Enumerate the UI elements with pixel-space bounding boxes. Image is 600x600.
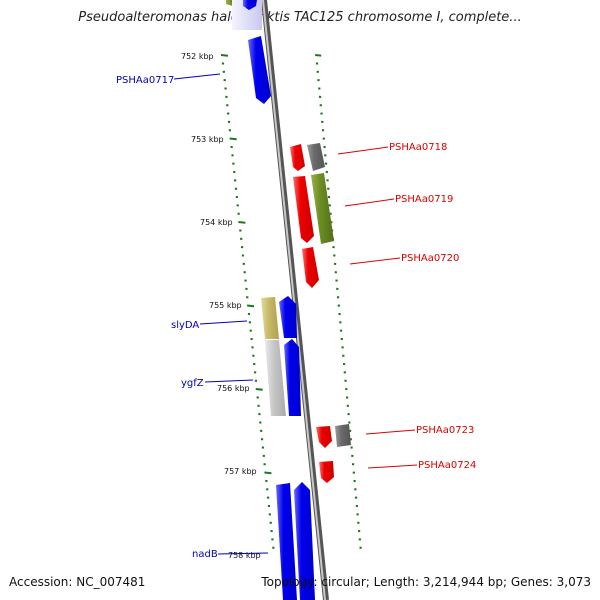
gene-label-right: PSHAa0718 [389, 142, 447, 153]
genome-backbone-highlight [262, 0, 326, 600]
gene-label-left: ygfZ [181, 378, 204, 389]
gene-label-left: nadB [192, 549, 218, 560]
gene-pshaa0717 [248, 36, 271, 104]
topology-text: Topology: circular; Length: 3,214,944 bp… [261, 575, 591, 589]
major-tick [264, 471, 272, 475]
kbp-label: 753 kbp [191, 135, 224, 144]
gene-label-right: PSHAa0720 [401, 253, 459, 264]
tick-marks-right [315, 54, 362, 549]
kbp-label: 752 kbp [181, 52, 214, 61]
gene-label-left: slyDA [171, 320, 199, 331]
gene-pshaa0718-red [290, 144, 305, 171]
gene-label-right: PSHAa0723 [416, 425, 474, 436]
tick-marks-left [220, 54, 275, 549]
gene-ygfz-blue [284, 339, 301, 416]
callout-line [204, 379, 254, 383]
callout-line [367, 464, 418, 469]
kbp-label: 757 kbp [224, 467, 257, 476]
major-tick [255, 388, 263, 391]
callout-line [365, 429, 416, 435]
major-tick [220, 54, 229, 57]
gene-pshaa0719-olive [311, 173, 334, 244]
callout-line [337, 146, 389, 155]
gene-nadb-blue-right [294, 482, 315, 600]
gene-nadb-blue-left [276, 483, 297, 600]
callout-line [344, 198, 395, 207]
gene-pshaa0723-gray [335, 424, 351, 447]
gene-pshaa0724 [319, 461, 334, 483]
map-title: Pseudoalteromonas haloplanktis TAC125 ch… [78, 10, 522, 25]
gene-pshaa0718-gray [307, 143, 325, 171]
gene-label-right: PSHAa0719 [395, 194, 453, 205]
callout-line [199, 320, 248, 325]
gene-feature-pale-top [232, 0, 262, 30]
major-tick [229, 137, 237, 141]
major-tick [246, 304, 255, 308]
kbp-label: 758 kbp [228, 551, 261, 560]
gene-pshaa0719-red [293, 176, 314, 243]
callout-line [349, 257, 401, 265]
gene-ygfz-light [265, 340, 286, 416]
kbp-label: 756 kbp [217, 384, 250, 393]
gene-pshaa0720 [302, 247, 319, 288]
gene-label-left: PSHAa0717 [116, 75, 174, 86]
gene-slyda-blue [279, 296, 297, 338]
callout-line [173, 73, 221, 80]
accession-text: Accession: NC_007481 [9, 575, 146, 589]
gene-feature-blue-top [243, 0, 257, 10]
gene-slyda-khaki [261, 297, 279, 339]
gene-label-right: PSHAa0724 [418, 460, 476, 471]
gene-pshaa0723-red [316, 426, 332, 448]
major-tick [238, 221, 246, 224]
callout-line [217, 552, 269, 555]
major-tick [315, 54, 322, 57]
kbp-label: 755 kbp [209, 301, 242, 310]
kbp-label: 754 kbp [200, 218, 233, 227]
